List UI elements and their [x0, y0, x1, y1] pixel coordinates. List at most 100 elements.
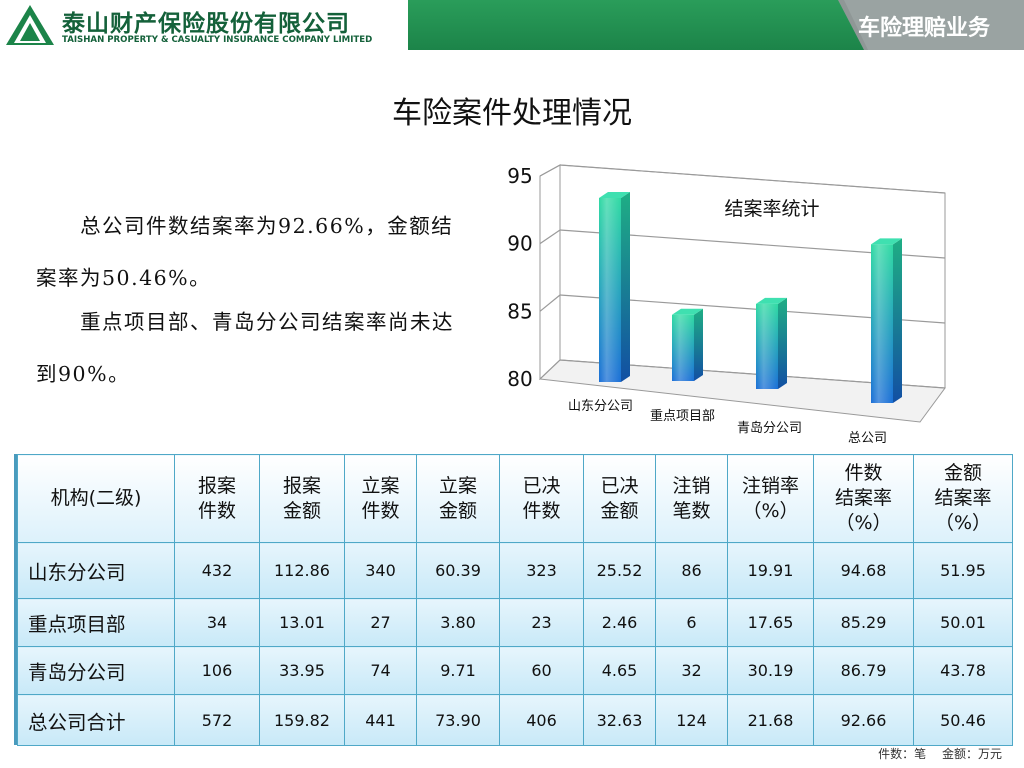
org-cell: 总公司合计 [17, 694, 175, 746]
y-tick-label: 85 [507, 299, 532, 323]
table-header: 机构(二级) 报案 件数 报案 金额 立案 件数 立案 金额 已决 件数 已决 金额 注销 笔数 注销率 （%）… [17, 454, 1013, 543]
chart-frame [538, 164, 946, 423]
table-row: 总公司合计 572 159.82 441 73.90 406 32.63 124 21.68 92… [17, 694, 1013, 746]
grid-line [539, 229, 561, 245]
column-header: 报案 件数 [174, 454, 260, 543]
data-cell: 6 [655, 598, 728, 647]
column-header-line: 金额 [438, 499, 477, 522]
bar-side [694, 308, 703, 381]
data-cell: 159.82 [259, 694, 345, 746]
column-header: 注销率 （%） [727, 454, 814, 543]
data-cell: 17.65 [727, 598, 814, 647]
data-cell: 43.78 [913, 646, 1013, 695]
column-header: 立案 金额 [416, 454, 500, 543]
bar-top [599, 192, 630, 199]
description-paragraph-2: 重点项目部、青岛分公司结案率尚未达到90%。 [36, 310, 455, 386]
data-cell: 85.29 [813, 598, 914, 647]
column-header-line: 立案 [361, 474, 400, 497]
chart-side-wall [539, 164, 561, 381]
table-row: 山东分公司 432 112.86 340 60.39 323 25.52 86 19.91 94.… [17, 542, 1013, 599]
data-cell: 86.79 [813, 646, 914, 695]
table-header-row: 机构(二级) 报案 件数 报案 金额 立案 件数 立案 金额 已决 件数 已决 金额 注销 笔数 注销率 （%）… [17, 454, 1013, 543]
column-header: 机构(二级) [17, 454, 175, 543]
column-header-line: 件数 [844, 462, 883, 484]
claims-table: 机构(二级) 报案 件数 报案 金额 立案 件数 立案 金额 已决 件数 已决 金额 注销 笔数 注销率 （%）… [17, 454, 1013, 746]
column-header-line: 笔数 [672, 499, 711, 522]
data-cell: 32.63 [583, 694, 656, 746]
data-cell: 441 [344, 694, 417, 746]
column-header-line: 报案 [282, 474, 321, 497]
header-tab [844, 0, 1024, 50]
column-header-line: 已决 [600, 474, 639, 497]
data-cell: 25.52 [583, 542, 656, 599]
data-cell: 34 [174, 598, 260, 647]
data-cell: 572 [174, 694, 260, 746]
column-header-line: 金额 [282, 499, 321, 522]
data-cell: 9.71 [416, 646, 500, 695]
data-cell: 92.66 [813, 694, 914, 746]
column-header-line: 注销 [672, 474, 711, 497]
column-header-line: 金额 [943, 462, 982, 484]
data-cell: 30.19 [727, 646, 814, 695]
logo-area: 泰山财产保险股份有限公司 TAISHAN PROPERTY & CASUALTY… [0, 0, 410, 50]
data-cell: 2.46 [583, 598, 656, 647]
column-header-line: 机构(二级) [50, 487, 142, 509]
data-cell: 50.46 [913, 694, 1013, 746]
column-header: 件数结案率 （%） [813, 454, 914, 543]
org-cell: 青岛分公司 [17, 646, 175, 695]
column-header-line: 注销率 [741, 474, 799, 497]
column-header-line: 结案率 [834, 487, 892, 509]
column-header-line: （%） [835, 512, 892, 534]
data-cell: 94.68 [813, 542, 914, 599]
column-header: 立案 件数 [344, 454, 417, 543]
grid-line [539, 294, 561, 312]
bar-highlight [756, 303, 778, 389]
bar-side [621, 192, 630, 382]
data-cell: 323 [499, 542, 584, 599]
bar-highlight [871, 244, 893, 403]
data-cell: 27 [344, 598, 417, 647]
table-row: 青岛分公司 106 33.95 74 9.71 60 4.65 32 30.19 86.79 43.… [17, 646, 1013, 695]
bar-top [672, 308, 703, 315]
data-cell: 106 [174, 646, 260, 695]
data-cell: 340 [344, 542, 417, 599]
data-cell: 21.68 [727, 694, 814, 746]
y-tick-label: 95 [507, 164, 532, 188]
column-header-line: （%） [742, 499, 799, 522]
data-cell: 32 [655, 646, 728, 695]
column-header-line: 件数 [522, 499, 561, 522]
data-cell: 406 [499, 694, 584, 746]
company-name-cn: 泰山财产保险股份有限公司 [62, 11, 350, 37]
mountain-logo-icon [6, 5, 54, 45]
data-cell: 124 [655, 694, 728, 746]
bar-highlight [672, 314, 694, 381]
y-tick-label: 90 [507, 232, 532, 256]
description: 总公司件数结案率为92.66%，金额结案率为50.46%。 重点项目部、青岛分公… [36, 200, 460, 400]
bar-side [893, 238, 902, 403]
data-cell: 50.01 [913, 598, 1013, 647]
unit-note: 件数：笔 金额：万元 [878, 747, 1002, 761]
column-header-line: 金额 [600, 499, 639, 522]
section-title: 车险理赔业务 [858, 16, 991, 41]
data-cell: 112.86 [259, 542, 345, 599]
bar-top [756, 297, 787, 304]
description-paragraph-1: 总公司件数结案率为92.66%，金额结案率为50.46%。 [36, 214, 454, 290]
column-header-line: 立案 [438, 474, 477, 497]
data-cell: 3.80 [416, 598, 500, 647]
org-cell: 重点项目部 [17, 598, 175, 647]
data-cell: 73.90 [416, 694, 500, 746]
table-row: 重点项目部 34 13.01 27 3.80 23 2.46 6 17.65 85.29 50.01 [17, 598, 1013, 647]
column-header: 报案 金额 [259, 454, 345, 543]
column-header: 金额 结案率 （%） [913, 454, 1013, 543]
data-cell: 13.01 [259, 598, 345, 647]
claims-table-container: 机构(二级) 报案 件数 报案 金额 立案 件数 立案 金额 已决 件数 已决 金额 注销 笔数 注销率 （%）… [14, 454, 1013, 746]
grid-line [559, 164, 946, 194]
data-cell: 51.95 [913, 542, 1013, 599]
column-header: 已决 件数 [499, 454, 584, 543]
column-header: 注销 笔数 [655, 454, 728, 543]
bar-highlight [599, 198, 621, 382]
data-cell: 74 [344, 646, 417, 695]
org-cell: 山东分公司 [17, 542, 175, 599]
x-tick-label: 重点项目部 [650, 408, 715, 424]
